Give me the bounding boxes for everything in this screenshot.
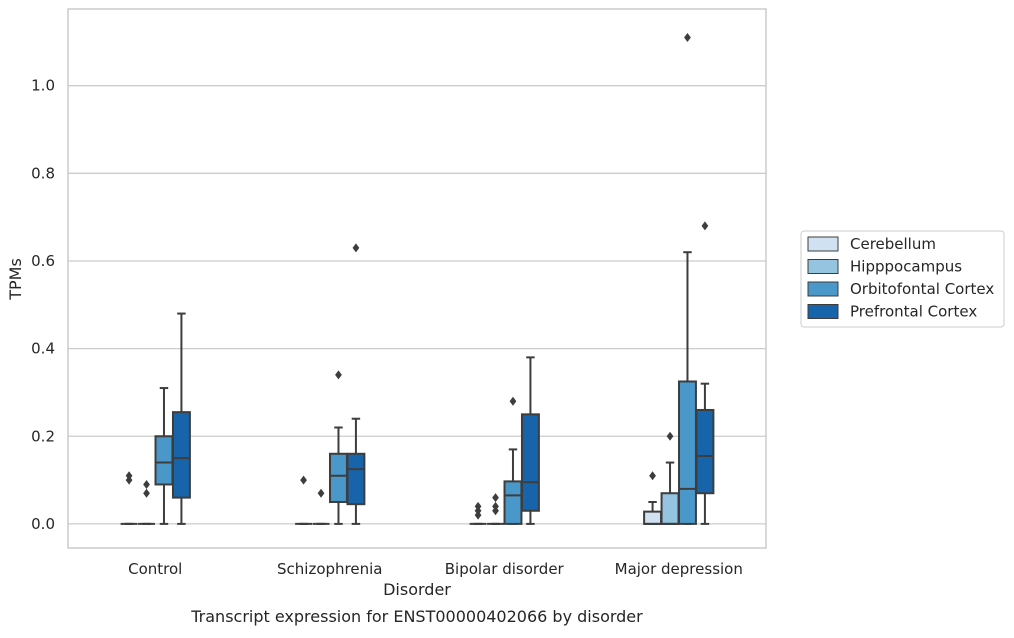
box-cerebellum: [120, 471, 138, 525]
chart-caption: Transcript expression for ENST0000040206…: [190, 607, 643, 626]
box-prefrontal-cortex: [520, 356, 540, 525]
legend-label: Cerebellum: [850, 235, 936, 253]
box-body: [660, 492, 680, 525]
outlier-point: [666, 431, 674, 441]
y-tick-label: 0.6: [31, 252, 55, 270]
outlier-point: [492, 501, 499, 511]
outlier-point: [300, 475, 307, 485]
box-prefrontal-cortex: [171, 312, 191, 525]
outlier-point: [701, 221, 709, 231]
box-cerebellum: [643, 471, 663, 525]
outlier-point: [474, 501, 482, 511]
box-body: [520, 413, 540, 512]
y-tick-label: 0.4: [31, 340, 55, 358]
x-tick-label: Schizophrenia: [277, 560, 382, 578]
plot-frame: [67, 8, 767, 549]
box-orbitofontal-cortex: [329, 370, 348, 525]
legend-swatch: [807, 304, 839, 319]
box-body: [695, 408, 715, 495]
outlier-point: [684, 32, 691, 42]
box-body: [643, 510, 663, 525]
y-axis-label: TPMs: [6, 258, 25, 301]
y-axis-ticks: 0.0 0.2 0.4 0.6 0.8 1.0: [31, 77, 55, 533]
legend-items: Cerebellum Hipppocampus Orbitofontal Corte…: [807, 235, 994, 321]
x-axis-ticks: Control Schizophrenia Bipolar disorder Majo…: [128, 560, 743, 578]
x-axis-label: Disorder: [383, 580, 451, 599]
box-hipppocampus: [660, 431, 680, 525]
legend-label: Orbitofontal Cortex: [850, 280, 994, 298]
box-hipppocampus: [138, 479, 155, 525]
box-orbitofontal-cortex: [678, 32, 697, 525]
x-tick-label: Major depression: [615, 560, 743, 578]
outlier-point: [143, 488, 150, 498]
legend-label: Prefrontal Cortex: [850, 303, 977, 321]
legend-swatch: [807, 259, 839, 274]
x-tick-label: Bipolar disorder: [445, 560, 565, 578]
outlier-point: [335, 370, 342, 380]
box-hipppocampus: [312, 488, 330, 525]
y-tick-label: 0.8: [31, 164, 55, 182]
y-tick-label: 0.2: [31, 427, 55, 445]
box-orbitofontal-cortex: [154, 387, 174, 525]
box-orbitofontal-cortex: [503, 396, 523, 525]
outlier-point: [317, 488, 325, 498]
box-body: [329, 452, 348, 503]
box-body: [154, 435, 174, 486]
outlier-point: [492, 493, 499, 503]
box-cerebellum: [469, 501, 487, 525]
outlier-point: [509, 396, 517, 406]
y-tick-label: 0.0: [31, 515, 55, 533]
box-body: [171, 411, 191, 499]
box-cerebellum: [295, 475, 313, 525]
legend-swatch: [807, 281, 839, 297]
legend-frame: [800, 230, 1005, 328]
plot-area: [120, 32, 715, 525]
legend: Cerebellum Hipppocampus Orbitofontal Corte…: [800, 230, 1005, 328]
box-body: [678, 380, 697, 525]
box-prefrontal-cortex: [346, 243, 366, 525]
x-tick-label: Control: [128, 560, 182, 578]
outlier-point: [352, 243, 360, 253]
outlier-point: [125, 471, 133, 481]
outlier-point: [143, 479, 150, 489]
box-prefrontal-cortex: [695, 221, 715, 525]
box-body: [503, 480, 523, 525]
legend-swatch: [807, 236, 839, 252]
box-body: [346, 452, 366, 506]
outlier-point: [649, 471, 656, 481]
legend-label: Hipppocampus: [850, 258, 962, 276]
box-hipppocampus: [487, 493, 504, 525]
y-tick-label: 1.0: [31, 77, 55, 95]
